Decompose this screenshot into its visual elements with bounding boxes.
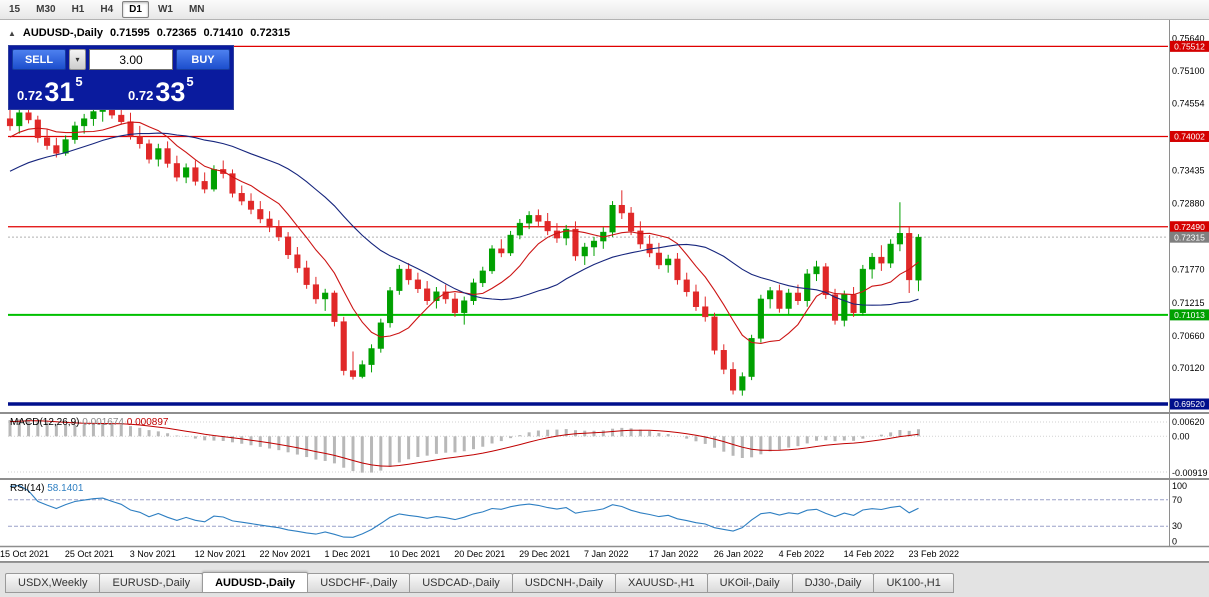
timeframe-button-d1[interactable]: D1 [122, 1, 149, 18]
one-click-trade-panel: SELL ▾ BUY 0.72 31 5 0.72 33 5 [8, 45, 234, 110]
ohlc-close-value: 0.72315 [250, 27, 291, 39]
price-badge-0.72490 [1170, 221, 1209, 233]
svg-text:23 Feb 2022: 23 Feb 2022 [908, 549, 959, 559]
ohlc-high-value: 0.72365 [156, 27, 197, 39]
sell-price-pip-digit: 5 [75, 74, 83, 89]
svg-text:0.70120: 0.70120 [1172, 363, 1205, 373]
chart-tab-usdchf-daily[interactable]: USDCHF-,Daily [307, 573, 411, 593]
svg-text:0.00620: 0.00620 [1172, 417, 1205, 427]
ohlc-open-value: 0.71595 [110, 27, 150, 39]
chevron-down-icon: ▾ [75, 55, 80, 64]
svg-text:22 Nov 2021: 22 Nov 2021 [260, 549, 311, 559]
lot-size-input[interactable] [89, 49, 173, 70]
chart-tab-eurusd-daily[interactable]: EURUSD-,Daily [99, 573, 204, 593]
svg-text:0.72315: 0.72315 [1174, 232, 1205, 242]
chart-tab-usdx-weekly[interactable]: USDX,Weekly [5, 573, 101, 593]
svg-text:0.74002: 0.74002 [1174, 132, 1205, 142]
sell-price-big-digits: 31 [44, 77, 75, 107]
macd-pane [8, 419, 1168, 473]
svg-text:0.75512: 0.75512 [1174, 42, 1205, 52]
timeframe-button-15[interactable]: 15 [2, 1, 27, 18]
timeframe-toolbar: 15 M30 H1 H4 D1 W1 MN [0, 0, 1209, 20]
chart-tab-usdcad-daily[interactable]: USDCAD-,Daily [409, 573, 513, 593]
svg-text:7 Jan 2022: 7 Jan 2022 [584, 549, 629, 559]
svg-text:25 Oct 2021: 25 Oct 2021 [65, 549, 114, 559]
timeframe-button-mn[interactable]: MN [182, 1, 212, 18]
svg-text:0.71770: 0.71770 [1172, 265, 1205, 275]
svg-text:0.71013: 0.71013 [1174, 310, 1205, 320]
svg-text:14 Feb 2022: 14 Feb 2022 [844, 549, 895, 559]
chart-header: ▲ AUDUSD-,Daily 0.71595 0.72365 0.71410 … [8, 27, 290, 39]
svg-text:15 Oct 2021: 15 Oct 2021 [0, 549, 49, 559]
sell-button[interactable]: SELL [12, 49, 66, 70]
chart-tab-xauusd-h1[interactable]: XAUUSD-,H1 [615, 573, 708, 593]
price-badge-0.71013 [1170, 309, 1209, 321]
svg-text:0.70660: 0.70660 [1172, 331, 1205, 341]
chart-tab-audusd-daily[interactable]: AUDUSD-,Daily [202, 572, 309, 593]
svg-text:0: 0 [1172, 537, 1177, 547]
svg-text:0.72490: 0.72490 [1174, 222, 1205, 232]
svg-text:0.69520: 0.69520 [1174, 399, 1205, 409]
rsi-pane [8, 484, 1168, 538]
svg-text:29 Dec 2021: 29 Dec 2021 [519, 549, 570, 559]
buy-price-big-digits: 33 [155, 77, 186, 107]
buy-price-pip-digit: 5 [186, 74, 194, 89]
buy-price-button[interactable]: 0.72 33 5 [123, 73, 230, 106]
chart-canvas[interactable]: 0.00620 0.00 -0.00919 MACD(12,26,9) 0.00167… [0, 20, 1209, 562]
chart-tab-dj30-daily[interactable]: DJ30-,Daily [791, 573, 875, 593]
svg-text:30: 30 [1172, 521, 1182, 531]
price-badge-0.74002 [1170, 130, 1209, 142]
trade-panel-prices: 0.72 31 5 0.72 33 5 [12, 73, 230, 106]
svg-text:3 Nov 2021: 3 Nov 2021 [130, 549, 176, 559]
svg-text:0.74554: 0.74554 [1172, 99, 1205, 109]
chart-tab-ukoil-daily[interactable]: UKOil-,Daily [706, 573, 793, 593]
svg-text:17 Jan 2022: 17 Jan 2022 [649, 549, 699, 559]
buy-button[interactable]: BUY [176, 49, 230, 70]
svg-text:20 Dec 2021: 20 Dec 2021 [454, 549, 505, 559]
timeframe-button-h1[interactable]: H1 [65, 1, 92, 18]
timeframe-button-m30[interactable]: M30 [29, 1, 62, 18]
svg-text:0.72880: 0.72880 [1172, 198, 1205, 208]
chart-tab-uk100-h1[interactable]: UK100-,H1 [873, 573, 954, 593]
candles-layer [6, 103, 922, 396]
chart-tab-bar: USDX,Weekly EURUSD-,Daily AUDUSD-,Daily USD… [0, 562, 1209, 597]
ma-layer [9, 121, 919, 344]
svg-text:0.71215: 0.71215 [1172, 298, 1205, 308]
buy-price-prefix: 0.72 [128, 88, 154, 103]
trade-panel-controls: SELL ▾ BUY [12, 49, 230, 70]
sell-price-button[interactable]: 0.72 31 5 [12, 73, 119, 106]
lot-dropdown-button[interactable]: ▾ [69, 49, 86, 70]
ohlc-low-value: 0.71410 [203, 27, 244, 39]
svg-text:70: 70 [1172, 495, 1182, 505]
macd-label: MACD(12,26,9) 0.001674 0.000897 [10, 417, 169, 428]
svg-text:4 Feb 2022: 4 Feb 2022 [779, 549, 825, 559]
chart-window: 0.00620 0.00 -0.00919 MACD(12,26,9) 0.00167… [0, 20, 1209, 562]
svg-text:100: 100 [1172, 481, 1187, 491]
price-badge-0.75512 [1170, 40, 1209, 52]
rsi-label: RSI(14) 58.1401 [10, 483, 84, 494]
price-badge-0.69520 [1170, 398, 1209, 410]
trade-panel-collapse-icon[interactable]: ▲ [8, 28, 16, 38]
svg-text:1 Dec 2021: 1 Dec 2021 [324, 549, 370, 559]
svg-text:-0.00919: -0.00919 [1172, 468, 1208, 478]
chart-tab-usdcnh-daily[interactable]: USDCNH-,Daily [511, 573, 617, 593]
svg-text:26 Jan 2022: 26 Jan 2022 [714, 549, 764, 559]
chart-symbol-label: AUDUSD-,Daily [22, 27, 103, 39]
svg-text:12 Nov 2021: 12 Nov 2021 [195, 549, 246, 559]
svg-text:0.75100: 0.75100 [1172, 66, 1205, 76]
svg-text:10 Dec 2021: 10 Dec 2021 [389, 549, 440, 559]
timeframe-button-h4[interactable]: H4 [93, 1, 120, 18]
svg-text:0.75640: 0.75640 [1172, 34, 1205, 44]
sell-price-prefix: 0.72 [17, 88, 43, 103]
timeframe-button-w1[interactable]: W1 [151, 1, 180, 18]
price-badge-0.72315 [1170, 231, 1209, 243]
svg-text:0.00: 0.00 [1172, 431, 1190, 441]
svg-text:0.73435: 0.73435 [1172, 165, 1205, 175]
